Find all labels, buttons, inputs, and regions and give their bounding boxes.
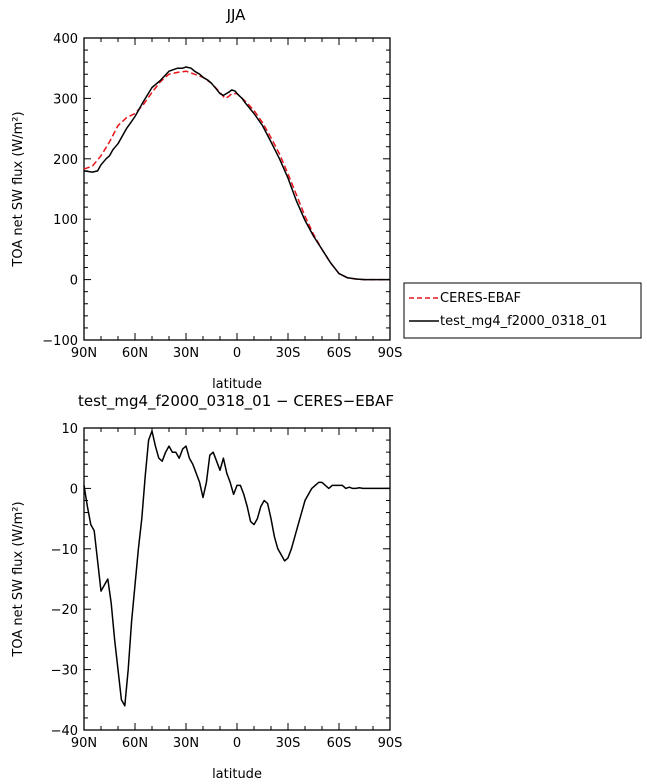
- legend-label-ceres: CERES-EBAF: [440, 291, 521, 306]
- x-tick-label: 60S: [327, 736, 352, 751]
- y-tick-label: 100: [53, 213, 78, 228]
- series-line-bot-0: [83, 430, 390, 707]
- legend-label-test: test_mg4_f2000_0318_01: [440, 314, 607, 329]
- y-tick-label: −10: [51, 543, 78, 558]
- top-x-axis-label: latitude: [212, 377, 262, 392]
- legend: CERES-EBAF test_mg4_f2000_0318_01: [403, 282, 642, 339]
- x-tick-label: 90N: [71, 736, 97, 751]
- x-tick-label: 0: [233, 346, 241, 361]
- series-line-top-1: [83, 66, 390, 281]
- y-tick-label: 0: [70, 274, 78, 289]
- x-tick-label: 60N: [122, 346, 148, 361]
- bottom-chart-title: test_mg4_f2000_0318_01 − CERES−EBAF: [78, 392, 394, 411]
- y-tick-label: 300: [53, 92, 78, 107]
- y-tick-label: −20: [51, 603, 78, 618]
- x-tick-label: 90S: [378, 736, 403, 751]
- x-tick-label: 30N: [173, 736, 199, 751]
- y-tick-label: −40: [51, 724, 78, 739]
- bottom-x-axis-label: latitude: [212, 767, 262, 782]
- y-tick-label: 400: [53, 32, 78, 47]
- bottom-plot-frame: [83, 427, 391, 731]
- top-x-tick-labels: 90N 60N 30N 0 30S 60S 90S: [71, 346, 403, 361]
- y-tick-label: 10: [61, 422, 78, 437]
- y-tick-label: 0: [70, 482, 78, 497]
- series-line-top-0: [83, 70, 390, 281]
- top-y-axis-label: TOA net SW flux (W/m²): [11, 111, 26, 267]
- y-tick-label: 200: [53, 153, 78, 168]
- x-tick-label: 60S: [327, 346, 352, 361]
- legend-box: [403, 282, 642, 339]
- bottom-y-axis-label: TOA net SW flux (W/m²): [11, 501, 26, 657]
- top-chart-title: JJA: [226, 6, 247, 24]
- top-plot-frame: [83, 37, 391, 341]
- bottom-axis-ticks: [83, 427, 391, 731]
- top-series-group: [83, 66, 390, 281]
- x-tick-label: 90N: [71, 346, 97, 361]
- top-chart: JJA 90N 60N 30N 0 30S 60S 90S 400 300 200 100 0 −10…: [11, 6, 402, 392]
- top-chart-gridless-frame: [83, 37, 391, 341]
- bottom-x-tick-labels: 90N 60N 30N 0 30S 60S 90S: [71, 736, 403, 751]
- bottom-series-group: [83, 430, 390, 707]
- x-tick-label: 30S: [276, 736, 301, 751]
- y-tick-label: −100: [42, 334, 78, 349]
- x-tick-label: 90S: [378, 346, 403, 361]
- bottom-chart: test_mg4_f2000_0318_01 − CERES−EBAF 90N 6…: [11, 392, 402, 782]
- top-axis-ticks: [83, 37, 391, 341]
- x-tick-label: 0: [233, 736, 241, 751]
- x-tick-label: 30S: [276, 346, 301, 361]
- top-y-tick-labels: 400 300 200 100 0 −100: [42, 32, 78, 349]
- x-tick-label: 30N: [173, 346, 199, 361]
- y-tick-label: −30: [51, 664, 78, 679]
- x-tick-label: 60N: [122, 736, 148, 751]
- bottom-y-tick-labels: 10 0 −10 −20 −30 −40: [51, 422, 78, 739]
